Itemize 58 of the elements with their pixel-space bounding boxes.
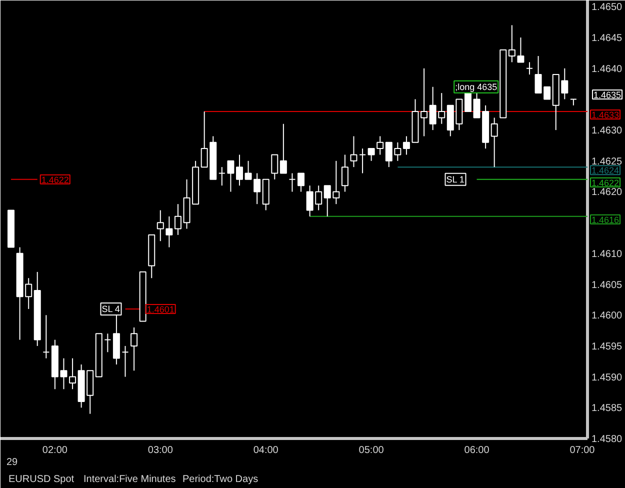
candlestick — [218, 166, 226, 186]
candlestick — [376, 136, 384, 156]
candlestick — [227, 160, 234, 192]
y-tick-label: 1.4625 — [592, 156, 623, 168]
candlestick — [341, 154, 348, 192]
candlestick — [464, 92, 472, 112]
candlestick — [288, 172, 296, 192]
x-tick-label: 04:00 — [253, 445, 279, 456]
y-tick-label: 1.4650 — [592, 2, 623, 14]
candlestick — [570, 98, 577, 106]
candlestick — [130, 326, 138, 372]
y-tick-label: 1.4585 — [592, 403, 623, 414]
x-tick-label: 07:00 — [570, 445, 596, 456]
candlestick — [350, 136, 358, 168]
annotation: SL 4 — [102, 304, 120, 314]
candlestick — [122, 345, 129, 378]
y-tick-label: 1.4610 — [592, 248, 623, 260]
text: 29 — [6, 457, 18, 468]
y-tick-label: 1.4580 — [592, 434, 623, 445]
candlestick — [69, 358, 76, 390]
candlestick — [517, 37, 524, 63]
annotation: 1.4622 — [41, 174, 69, 185]
y-tick-label: 1.4640 — [592, 64, 623, 75]
text: EURUSD Spot — [8, 474, 74, 485]
y-tick-label: 1.4620 — [592, 187, 623, 198]
candlestick — [368, 148, 375, 162]
candlestick — [508, 24, 516, 63]
x-tick-label: 05:00 — [358, 445, 384, 456]
candlestick — [526, 62, 533, 76]
y-tick-label: 1.4630 — [592, 126, 623, 137]
y-tick-label: 1.4590 — [592, 372, 623, 384]
y-tick-label: 1.4600 — [592, 310, 623, 322]
x-tick-label: 03:00 — [148, 445, 174, 456]
series-label: 1.4601 — [146, 304, 174, 314]
x-tick-label: 06:00 — [464, 445, 490, 456]
text: Interval:Five Minutes — [84, 474, 176, 485]
candlestick — [280, 123, 287, 174]
y-tick-label: 1.4595 — [592, 341, 623, 352]
candlestick — [42, 314, 50, 359]
series-label: 1.4633 — [592, 110, 620, 120]
text: Period:Two Days — [182, 474, 258, 485]
series-label: 1.4616 — [592, 214, 620, 225]
candlestick — [359, 148, 366, 174]
annotation: ;long 4635 — [455, 82, 498, 92]
y-tick-label: 1.4645 — [592, 33, 623, 44]
candlestick — [104, 333, 112, 353]
candlestick — [298, 172, 305, 192]
series-label: 1.4624 — [592, 166, 620, 176]
candlestick — [174, 204, 182, 236]
y-tick-label: 1.4605 — [592, 280, 623, 291]
annotation: 1.4622 — [592, 178, 620, 188]
candlestick — [271, 154, 278, 180]
candlestick — [402, 136, 410, 156]
annotation: SL 1 — [446, 174, 464, 184]
text: 1.4635 — [594, 90, 622, 100]
candlestick — [490, 117, 498, 168]
candlestick — [236, 154, 243, 186]
x-tick-label: 02:00 — [42, 445, 68, 456]
